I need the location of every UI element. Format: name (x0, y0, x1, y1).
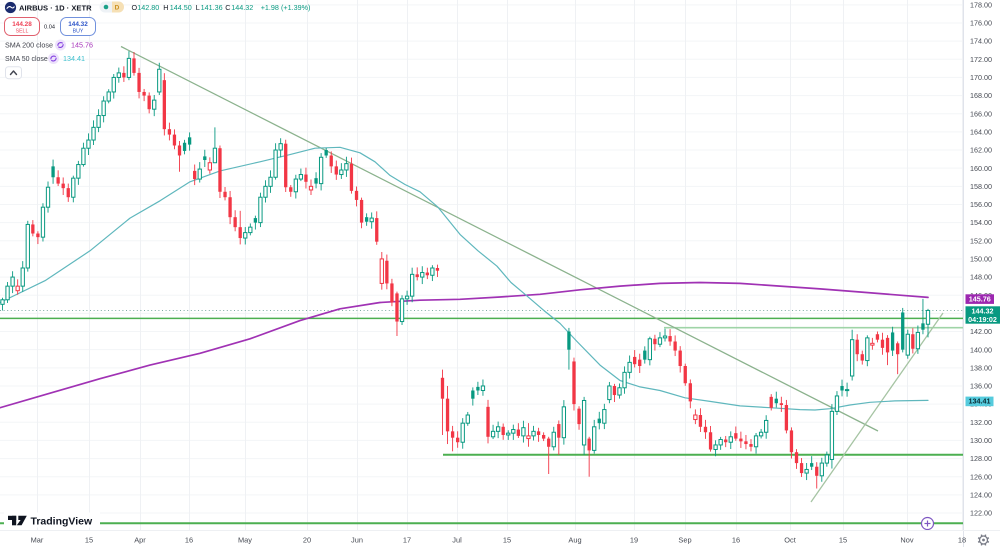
svg-text:D: D (115, 4, 120, 11)
svg-text:C: C (225, 3, 230, 12)
svg-text:144.28: 144.28 (12, 21, 32, 28)
svg-text:19: 19 (630, 536, 638, 545)
svg-text:154.00: 154.00 (970, 218, 992, 227)
svg-text:142.80: 142.80 (137, 3, 159, 12)
svg-text:Oct: Oct (784, 536, 796, 545)
svg-text:168.00: 168.00 (970, 91, 992, 100)
svg-text:164.00: 164.00 (970, 127, 992, 136)
svg-text:18: 18 (958, 536, 966, 545)
svg-text:136.00: 136.00 (970, 382, 992, 391)
svg-text:132.00: 132.00 (970, 418, 992, 427)
svg-text:172.00: 172.00 (970, 55, 992, 64)
svg-text:128.00: 128.00 (970, 454, 992, 463)
svg-text:138.00: 138.00 (970, 363, 992, 372)
svg-text:152.00: 152.00 (970, 236, 992, 245)
svg-text:126.00: 126.00 (970, 472, 992, 481)
svg-text:(+1.39%): (+1.39%) (281, 3, 310, 12)
svg-text:O: O (132, 3, 138, 12)
svg-text:178.00: 178.00 (970, 0, 992, 9)
svg-text:TradingView: TradingView (31, 515, 93, 527)
svg-text:145.76: 145.76 (71, 40, 93, 49)
svg-text:Nov: Nov (900, 536, 913, 545)
svg-text:134.41: 134.41 (969, 397, 991, 406)
svg-text:176.00: 176.00 (970, 19, 992, 28)
svg-text:H: H (163, 3, 168, 12)
svg-text:130.00: 130.00 (970, 436, 992, 445)
svg-text:BUY: BUY (73, 29, 84, 35)
svg-text:SMA 200 close: SMA 200 close (5, 40, 53, 49)
svg-text:124.00: 124.00 (970, 490, 992, 499)
svg-text:142.00: 142.00 (970, 327, 992, 336)
svg-text:Sep: Sep (678, 536, 691, 545)
svg-text:May: May (238, 536, 252, 545)
svg-text:SMA 50 close: SMA 50 close (5, 56, 48, 63)
svg-text:Jun: Jun (351, 536, 363, 545)
svg-text:166.00: 166.00 (970, 109, 992, 118)
svg-text:20: 20 (303, 536, 311, 545)
svg-text:141.36: 141.36 (201, 3, 223, 12)
svg-text:140.00: 140.00 (970, 345, 992, 354)
svg-text:134.41: 134.41 (63, 54, 85, 63)
svg-text:156.00: 156.00 (970, 200, 992, 209)
svg-text:Apr: Apr (134, 536, 146, 545)
svg-text:150.00: 150.00 (970, 255, 992, 264)
svg-text:170.00: 170.00 (970, 73, 992, 82)
svg-text:Aug: Aug (568, 536, 581, 545)
svg-text:148.00: 148.00 (970, 273, 992, 282)
svg-text:144.32: 144.32 (231, 3, 253, 12)
svg-text:174.00: 174.00 (970, 37, 992, 46)
svg-text:158.00: 158.00 (970, 182, 992, 191)
svg-text:+1.98: +1.98 (261, 3, 279, 12)
svg-text:15: 15 (85, 536, 93, 545)
svg-text:144.32: 144.32 (68, 21, 88, 28)
svg-text:Jul: Jul (452, 536, 462, 545)
svg-text:15: 15 (503, 536, 511, 545)
svg-text:16: 16 (185, 536, 193, 545)
svg-text:0.04: 0.04 (44, 25, 55, 31)
svg-text:L: L (196, 3, 200, 12)
svg-text:Mar: Mar (31, 536, 44, 545)
svg-text:144.50: 144.50 (170, 3, 192, 12)
svg-text:SELL: SELL (16, 29, 29, 35)
svg-text:17: 17 (403, 536, 411, 545)
svg-text:144.32: 144.32 (972, 306, 994, 315)
svg-text:04:19:02: 04:19:02 (968, 315, 997, 324)
svg-text:160.00: 160.00 (970, 164, 992, 173)
svg-text:AIRBUS · 1D · XETR: AIRBUS · 1D · XETR (19, 3, 92, 12)
svg-text:122.00: 122.00 (970, 509, 992, 518)
svg-text:16: 16 (732, 536, 740, 545)
svg-text:145.76: 145.76 (969, 294, 991, 303)
svg-text:162.00: 162.00 (970, 146, 992, 155)
svg-text:15: 15 (839, 536, 847, 545)
